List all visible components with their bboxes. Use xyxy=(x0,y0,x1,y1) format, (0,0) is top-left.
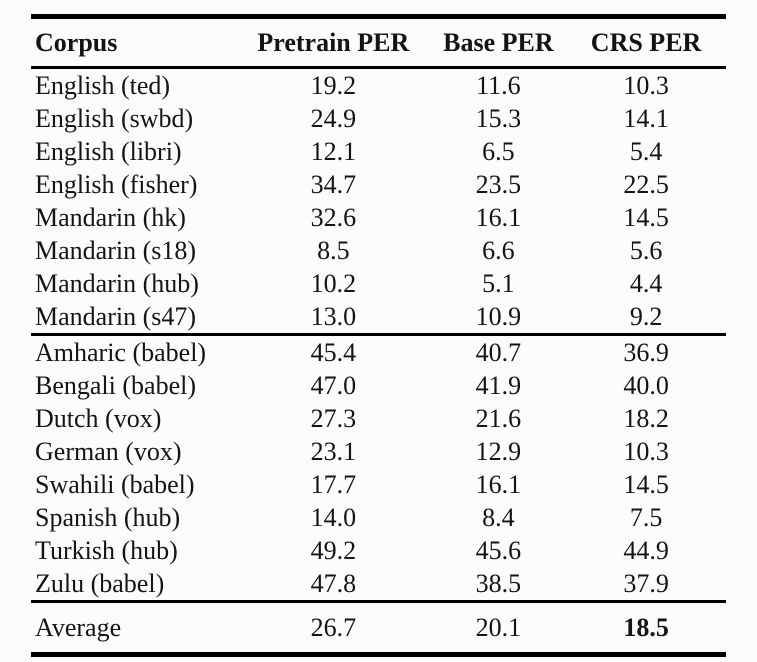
per-value-cell: 24.9 xyxy=(310,104,357,133)
per-value-cell: 17.7 xyxy=(310,470,357,499)
per-value-cell: 22.5 xyxy=(623,170,669,199)
corpus-cell: Zulu (babel) xyxy=(35,569,165,598)
table-row: English (ted) 19.2 11.6 10.3 xyxy=(31,68,726,103)
per-value-cell: 8.5 xyxy=(317,236,350,265)
corpus-cell: English (fisher) xyxy=(35,170,198,199)
per-value-cell: 5.1 xyxy=(482,269,515,298)
per-value-cell: 15.3 xyxy=(475,104,522,133)
per-value-cell: 8.4 xyxy=(482,503,515,532)
per-value-cell: 34.7 xyxy=(310,170,357,199)
per-value-cell: 5.6 xyxy=(629,236,663,265)
corpus-cell: Bengali (babel) xyxy=(35,371,196,400)
column-header-pretrain-per: Pretrain PER xyxy=(236,16,431,69)
per-value-cell: 49.2 xyxy=(310,536,357,565)
per-value-cell: 23.1 xyxy=(310,437,357,466)
table-group-low-resource: Amharic (babel) 45.4 40.7 36.9 Bengali (babe… xyxy=(31,333,726,602)
per-value-cell: 36.9 xyxy=(566,333,726,369)
corpus-cell: Mandarin (hub) xyxy=(35,269,199,298)
column-header-crs-per: CRS PER xyxy=(566,16,726,69)
per-value-cell: 7.5 xyxy=(629,503,663,532)
per-value-cell: 10.9 xyxy=(475,302,522,331)
corpus-cell: Spanish (hub) xyxy=(35,503,181,532)
per-value-cell: 14.0 xyxy=(310,503,357,532)
per-value-cell: 10.3 xyxy=(623,437,669,466)
per-value-cell: 18.2 xyxy=(623,404,669,433)
per-value-cell: 23.5 xyxy=(475,170,522,199)
corpus-cell: English (ted) xyxy=(35,71,171,100)
table-row: English (fisher) 34.7 23.5 22.5 xyxy=(31,168,726,201)
table-row: Zulu (babel) 47.8 38.5 37.9 xyxy=(31,567,726,602)
corpus-cell: Turkish (hub) xyxy=(35,536,178,565)
per-value-cell: 45.6 xyxy=(475,536,522,565)
corpus-cell: German (vox) xyxy=(35,437,182,466)
per-value-cell: 44.9 xyxy=(623,536,669,565)
table-row: Mandarin (s18) 8.5 6.6 5.6 xyxy=(31,234,726,267)
table-footer: Average 26.7 20.1 18.5 xyxy=(31,600,726,655)
column-header-corpus: Corpus xyxy=(31,16,237,69)
per-value-cell: 12.9 xyxy=(475,437,522,466)
per-value-cell: 38.5 xyxy=(475,569,522,598)
per-value-cell: 11.6 xyxy=(476,71,521,100)
per-value-cell: 45.4 xyxy=(236,333,431,369)
corpus-cell: English (libri) xyxy=(35,137,182,166)
corpus-cell: Mandarin (s47) xyxy=(35,302,197,331)
table-row: English (swbd) 24.9 15.3 14.1 xyxy=(31,102,726,135)
table-row: Amharic (babel) 45.4 40.7 36.9 xyxy=(31,333,726,369)
per-value-cell: 14.5 xyxy=(623,203,669,232)
per-value-cell: 16.1 xyxy=(475,470,522,499)
per-value-cell: 14.5 xyxy=(623,470,669,499)
average-base-per: 20.1 xyxy=(430,600,567,655)
per-value-cell: 6.6 xyxy=(482,236,515,265)
per-value-cell: 37.9 xyxy=(623,569,669,598)
average-row: Average 26.7 20.1 18.5 xyxy=(31,600,726,655)
table-row: Swahili (babel) 17.7 16.1 14.5 xyxy=(31,468,726,501)
per-value-cell: 14.1 xyxy=(623,104,669,133)
per-value-cell: 10.3 xyxy=(623,71,669,100)
per-value-cell: 40.7 xyxy=(430,333,567,369)
per-value-cell: 9.2 xyxy=(629,302,663,331)
per-value-cell: 27.3 xyxy=(310,404,357,433)
average-crs-per: 18.5 xyxy=(566,600,726,655)
per-value-cell: 32.6 xyxy=(310,203,357,232)
table-row: Mandarin (hk) 32.6 16.1 14.5 xyxy=(31,201,726,234)
corpus-cell: Swahili (babel) xyxy=(35,470,195,499)
per-results-table: Corpus Pretrain PER Base PER CRS PER Eng… xyxy=(31,14,726,657)
table-row: German (vox) 23.1 12.9 10.3 xyxy=(31,435,726,468)
table-row: Dutch (vox) 27.3 21.6 18.2 xyxy=(31,402,726,435)
table-row: English (libri) 12.1 6.5 5.4 xyxy=(31,135,726,168)
per-value-cell: 21.6 xyxy=(475,404,522,433)
per-value-cell: 10.2 xyxy=(310,269,357,298)
corpus-cell: Dutch (vox) xyxy=(35,404,162,433)
corpus-cell: Mandarin (hk) xyxy=(35,203,186,232)
table-row: Mandarin (hub) 10.2 5.1 4.4 xyxy=(31,267,726,300)
average-pretrain-per: 26.7 xyxy=(236,600,431,655)
table-group-high-resource: English (ted) 19.2 11.6 10.3 English (swbd) 2… xyxy=(31,68,726,335)
per-value-cell: 47.0 xyxy=(310,371,357,400)
per-value-cell: 6.5 xyxy=(482,137,515,166)
per-value-cell: 16.1 xyxy=(475,203,522,232)
per-value-cell: 13.0 xyxy=(310,302,357,331)
corpus-cell: Mandarin (s18) xyxy=(35,236,197,265)
table-row: Spanish (hub) 14.0 8.4 7.5 xyxy=(31,501,726,534)
header-row: Corpus Pretrain PER Base PER CRS PER xyxy=(31,16,726,69)
table-row: Turkish (hub) 49.2 45.6 44.9 xyxy=(31,534,726,567)
per-value-cell: 19.2 xyxy=(310,71,357,100)
corpus-cell: Amharic (babel) xyxy=(31,333,237,369)
per-value-cell: 12.1 xyxy=(310,137,357,166)
column-header-base-per: Base PER xyxy=(430,16,567,69)
corpus-cell: English (swbd) xyxy=(35,104,194,133)
table-row: Mandarin (s47) 13.0 10.9 9.2 xyxy=(31,300,726,335)
per-value-cell: 40.0 xyxy=(623,371,669,400)
per-value-cell: 47.8 xyxy=(310,569,357,598)
table-header: Corpus Pretrain PER Base PER CRS PER xyxy=(31,16,726,69)
per-value-cell: 4.4 xyxy=(629,269,663,298)
table-row: Bengali (babel) 47.0 41.9 40.0 xyxy=(31,369,726,402)
average-label: Average xyxy=(31,600,237,655)
per-value-cell: 41.9 xyxy=(475,371,522,400)
per-value-cell: 5.4 xyxy=(629,137,663,166)
